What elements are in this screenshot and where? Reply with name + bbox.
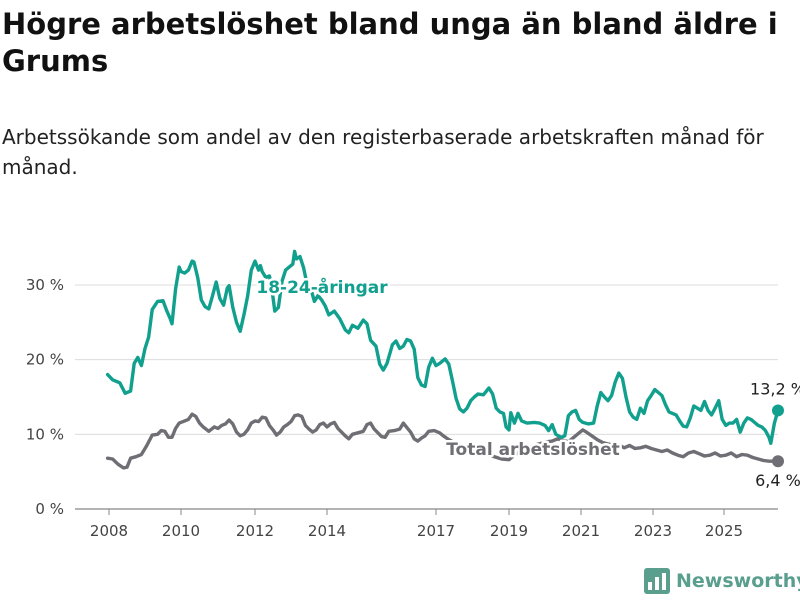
end-point-marker bbox=[772, 404, 784, 417]
y-tick-label: 0 % bbox=[35, 500, 64, 518]
bar-chart-logo-icon bbox=[644, 568, 670, 594]
x-tick-label: 2008 bbox=[90, 522, 128, 540]
x-tick-label: 2023 bbox=[634, 522, 672, 540]
grid-lines bbox=[75, 284, 778, 510]
series-label: 18-24-åringar bbox=[256, 276, 388, 298]
series-line-youth bbox=[105, 249, 780, 445]
end-point-marker bbox=[772, 455, 784, 468]
end-value-label: 6,4 % bbox=[755, 471, 800, 490]
brand-name: Newsworthy bbox=[676, 570, 800, 592]
y-tick-label: 20 % bbox=[26, 351, 64, 369]
x-tick-label: 2014 bbox=[308, 522, 346, 540]
x-tick-label: 2019 bbox=[490, 522, 528, 540]
series-line-total bbox=[105, 412, 780, 470]
x-axis: 2008 2010 2012 2014 2017 2019 2021 2023 2025 bbox=[90, 509, 743, 540]
series-label: Total arbetslöshet bbox=[446, 440, 620, 460]
y-axis-ticks: 0 % 10 % 20 % 30 % bbox=[26, 276, 64, 518]
y-tick-label: 30 % bbox=[26, 276, 64, 294]
x-tick-label: 2021 bbox=[562, 522, 600, 540]
x-tick-label: 2012 bbox=[236, 522, 274, 540]
end-value-label: 13,2 % bbox=[750, 379, 800, 398]
x-tick-label: 2017 bbox=[417, 522, 455, 540]
x-tick-label: 2010 bbox=[162, 522, 200, 540]
y-tick-label: 10 % bbox=[26, 425, 64, 443]
x-tick-label: 2025 bbox=[705, 522, 743, 540]
chart-subtitle: Arbetssökande som andel av den registerb… bbox=[2, 125, 764, 179]
chart-title: Högre arbetslöshet bland unga än bland ä… bbox=[2, 7, 778, 78]
brand-logo: Newsworthy bbox=[644, 568, 800, 594]
series-lines bbox=[105, 249, 780, 470]
series-labels: 18-24-åringar Total arbetslöshet 13,2 % 6,4… bbox=[254, 274, 800, 491]
